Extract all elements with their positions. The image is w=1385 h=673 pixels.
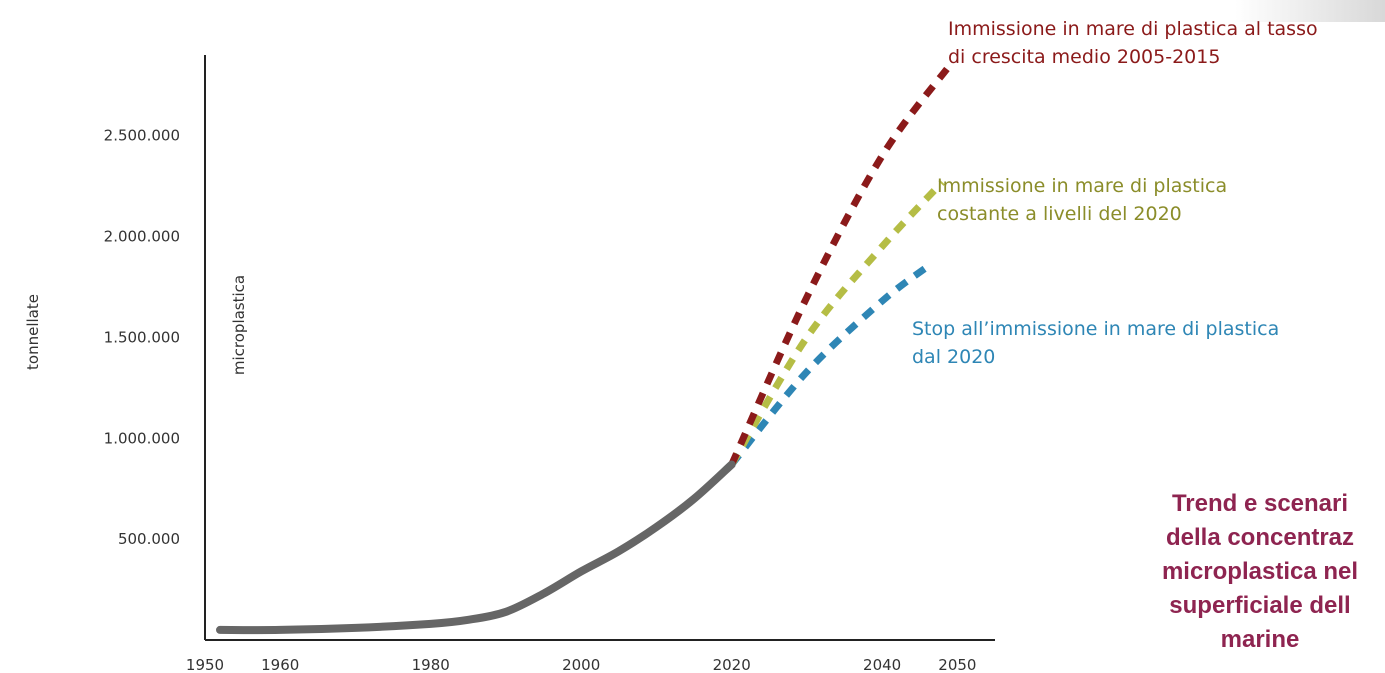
inner-label-microplastica: microplastica bbox=[230, 275, 248, 375]
caption-line: della concentraz bbox=[1165, 524, 1355, 551]
annotation-line: Stop all’immissione in mare di plastica bbox=[912, 318, 1279, 340]
series-historical bbox=[216, 460, 736, 635]
scenario-annotations: Immissione in mare di plastica al tasso d… bbox=[912, 18, 1318, 368]
annotation-growth-scenario: Immissione in mare di plastica al tasso d… bbox=[948, 18, 1318, 68]
annotation-constant-scenario: Immissione in mare di plastica costante a… bbox=[937, 175, 1227, 225]
y-tick-label: 500.000 bbox=[118, 530, 180, 548]
x-tick-label: 1960 bbox=[261, 656, 299, 673]
y-tick-label: 1.500.000 bbox=[104, 328, 180, 346]
annotation-stop-scenario: Stop all’immissione in mare di plastica d… bbox=[912, 318, 1279, 368]
series-constant-scenario bbox=[728, 179, 945, 467]
annotation-line: Immissione in mare di plastica bbox=[937, 175, 1227, 197]
x-tick-label: 2020 bbox=[713, 656, 751, 673]
caption: Trend e scenari della concentraz micropl… bbox=[1090, 487, 1385, 657]
y-tick-label: 1.000.000 bbox=[104, 429, 180, 447]
annotation-line: Immissione in mare di plastica al tasso bbox=[948, 18, 1318, 40]
y-tick-label: 2.000.000 bbox=[104, 228, 180, 246]
y-tick-label: 2.500.000 bbox=[104, 127, 180, 145]
chart-series bbox=[216, 63, 953, 635]
x-tick-label: 1950 bbox=[186, 656, 224, 673]
caption-line: superficiale dell bbox=[1169, 592, 1351, 619]
x-tick-label: 2000 bbox=[562, 656, 600, 673]
x-tick-label: 2050 bbox=[938, 656, 976, 673]
corner-shade bbox=[1235, 0, 1385, 22]
annotation-line: costante a livelli del 2020 bbox=[937, 203, 1182, 225]
y-axis-label: tonnellate bbox=[24, 294, 42, 370]
series-growth-scenario bbox=[728, 63, 953, 466]
x-tick-label: 1980 bbox=[412, 656, 450, 673]
annotation-line: di crescita medio 2005-2015 bbox=[948, 46, 1220, 68]
x-tick-label: 2040 bbox=[863, 656, 901, 673]
caption-line: marine bbox=[1220, 626, 1300, 653]
caption-line: microplastica nel bbox=[1161, 558, 1359, 585]
chart-axes bbox=[204, 55, 995, 641]
caption-line: Trend e scenari bbox=[1171, 490, 1349, 517]
y-tick-labels: 500.000 1.000.000 1.500.000 2.000.000 2.500.… bbox=[104, 127, 180, 548]
series-stop-scenario bbox=[728, 263, 930, 467]
annotation-line: dal 2020 bbox=[912, 346, 995, 368]
x-tick-labels: 1950 1960 1980 2000 2020 2040 2050 bbox=[186, 656, 977, 673]
